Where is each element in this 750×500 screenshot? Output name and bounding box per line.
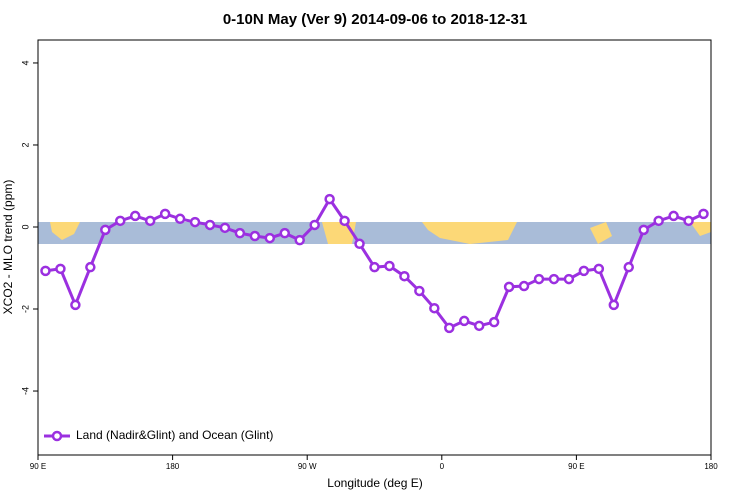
data-point xyxy=(384,260,395,272)
data-point xyxy=(488,316,500,328)
y-tick-label: -4 xyxy=(20,387,30,395)
data-point xyxy=(444,322,455,334)
data-point xyxy=(593,263,605,275)
data-point xyxy=(339,215,350,227)
plot-frame xyxy=(37,39,712,456)
data-point xyxy=(578,265,590,277)
data-point xyxy=(683,215,694,227)
data-point xyxy=(309,219,320,231)
data-point xyxy=(204,219,216,231)
data-point xyxy=(608,299,620,311)
data-point xyxy=(129,210,141,222)
data-point xyxy=(668,210,679,222)
data-point xyxy=(294,234,305,246)
y-tick-label: -2 xyxy=(20,305,30,313)
data-point xyxy=(144,215,156,227)
data-point xyxy=(653,215,664,227)
data-point xyxy=(458,315,470,327)
data-point xyxy=(159,208,171,220)
data-point xyxy=(55,263,66,275)
x-axis-label: Longitude (deg E) xyxy=(327,476,422,490)
legend-label: Land (Nadir&Glint) and Ocean (Glint) xyxy=(76,428,273,442)
x-tick-label: 90 E xyxy=(30,462,46,471)
data-point xyxy=(264,232,276,244)
legend-marker xyxy=(51,430,63,442)
data-point xyxy=(189,216,201,228)
data-point xyxy=(219,222,231,234)
data-point xyxy=(369,261,380,273)
data-point xyxy=(249,230,261,242)
data-point xyxy=(698,208,709,220)
data-point xyxy=(324,193,335,205)
data-point xyxy=(503,281,515,293)
data-point xyxy=(85,261,96,273)
y-tick-label: 2 xyxy=(20,142,30,147)
data-point xyxy=(40,265,51,277)
x-tick-label: 180 xyxy=(166,462,180,471)
data-point xyxy=(115,215,126,227)
x-tick-label: 90 E xyxy=(568,462,584,471)
data-point xyxy=(414,285,425,297)
x-tick-label: 90 W xyxy=(298,462,317,471)
data-point xyxy=(234,227,246,239)
data-point xyxy=(399,270,410,282)
data-point xyxy=(623,261,634,273)
data-point xyxy=(279,227,291,239)
data-point xyxy=(533,273,545,285)
data-point xyxy=(429,302,440,314)
x-tick-label: 180 xyxy=(704,462,718,471)
y-axis-label: XCO2 - MLO trend (ppm) xyxy=(1,180,15,315)
chart-title: 0-10N May (Ver 9) 2014-09-06 to 2018-12-… xyxy=(223,11,527,28)
data-point xyxy=(548,273,560,285)
x-tick-label: 0 xyxy=(440,462,445,471)
data-point xyxy=(354,238,365,250)
data-point xyxy=(518,280,530,292)
data-point xyxy=(70,299,81,311)
data-point xyxy=(100,224,111,236)
data-point xyxy=(174,213,186,225)
data-point xyxy=(473,320,485,332)
data-point xyxy=(638,224,649,236)
data-point xyxy=(563,273,575,285)
y-tick-label: 0 xyxy=(20,224,30,229)
y-tick-label: 4 xyxy=(20,60,30,65)
